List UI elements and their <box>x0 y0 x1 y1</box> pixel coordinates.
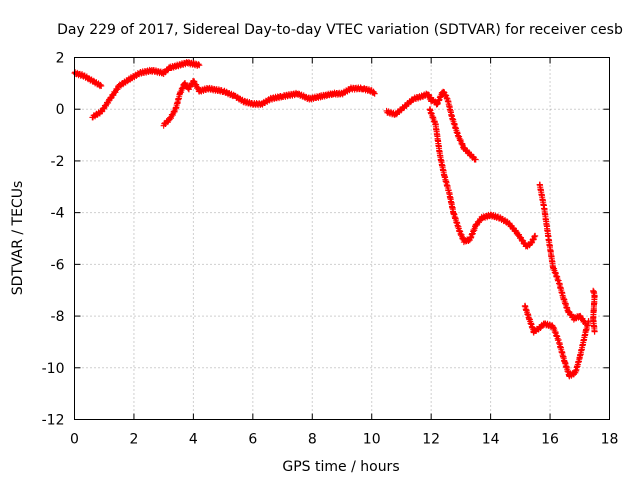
series-track-8 <box>536 181 589 327</box>
y-tick-label: -10 <box>42 361 65 377</box>
x-tick-label: 4 <box>189 432 198 448</box>
y-tick-label: -6 <box>51 257 65 273</box>
data-point <box>371 90 378 97</box>
series-track-3 <box>160 77 378 129</box>
data-point <box>97 81 104 88</box>
y-tick-label: -12 <box>42 413 65 429</box>
series-track-5 <box>428 88 479 163</box>
plot-frame <box>74 57 610 420</box>
series-track-7 <box>521 302 592 380</box>
x-axis-label: GPS time / hours <box>282 459 399 475</box>
series-track-1 <box>71 69 105 90</box>
x-tick-label: 14 <box>482 432 500 448</box>
series-track-9 <box>590 287 598 335</box>
series-track-4 <box>383 90 435 118</box>
y-tick-label: -2 <box>51 154 65 170</box>
x-tick-label: 6 <box>248 432 257 448</box>
data-point <box>371 90 378 97</box>
x-tick-label: 10 <box>363 432 381 448</box>
x-tick-label: 0 <box>70 432 79 448</box>
data-point <box>98 82 105 89</box>
x-tick-label: 2 <box>129 432 138 448</box>
data-point <box>472 156 479 163</box>
data-points <box>71 58 598 380</box>
y-tick-label: -4 <box>51 206 65 222</box>
y-axis-label: SDTVAR / TECUs <box>10 181 26 296</box>
data-point <box>195 61 202 68</box>
x-tick-label: 18 <box>601 432 619 448</box>
y-tick-label: 0 <box>56 102 65 118</box>
y-tick-label: 2 <box>56 51 65 67</box>
data-point <box>532 232 539 239</box>
grid <box>74 57 610 420</box>
x-tick-label: 12 <box>422 432 440 448</box>
data-point <box>591 328 598 335</box>
data-point <box>582 320 589 327</box>
chart-title: Day 229 of 2017, Sidereal Day-to-day VTE… <box>57 22 623 38</box>
data-point <box>196 62 203 69</box>
y-tick-label: -8 <box>51 309 65 325</box>
series-track-6 <box>426 106 539 250</box>
x-tick-label: 8 <box>308 432 317 448</box>
x-tick-label: 16 <box>541 432 559 448</box>
series-track-2 <box>89 58 203 121</box>
